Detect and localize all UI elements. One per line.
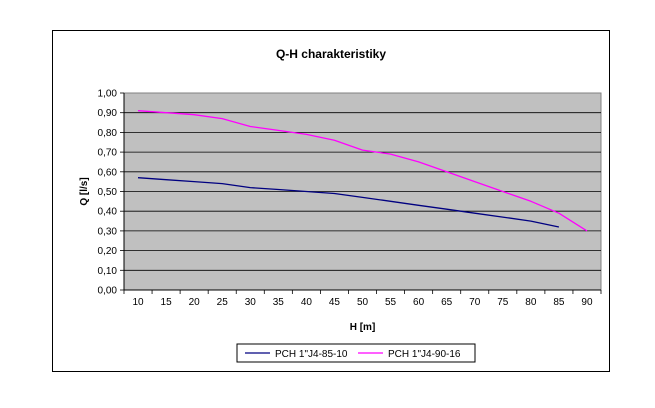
y-tick-label: 0,90 — [98, 108, 118, 119]
x-tick-label: 30 — [245, 297, 257, 308]
y-axis-ticks: 0,00 0,10 0,20 0,30 0,40 0,50 0,60 0,70 0,80 0,90… — [98, 89, 125, 297]
legend-box — [236, 343, 476, 363]
series-layer — [137, 110, 588, 232]
y-tick-label: 0,10 — [98, 266, 118, 277]
x-tick-label: 60 — [413, 297, 425, 308]
y-axis-label: Q [l/s] — [79, 177, 90, 205]
y-tick-label: 0,70 — [98, 148, 118, 159]
x-tick-label: 10 — [132, 297, 144, 308]
legend-entry-pch-85-10: PCH 1"J4-85-10 — [275, 349, 348, 360]
x-tick-label: 75 — [497, 297, 509, 308]
x-axis-label: H [m] — [350, 322, 376, 333]
y-tick-label: 0,50 — [98, 187, 118, 198]
x-tick-label: 80 — [525, 297, 537, 308]
x-tick-label: 65 — [441, 297, 453, 308]
legend: PCH 1"J4-85-10 PCH 1"J4-90-16 — [236, 343, 476, 363]
y-tick-label: 0,00 — [98, 286, 118, 297]
y-tick-label: 0,40 — [98, 207, 118, 218]
x-tick-label: 45 — [329, 297, 341, 308]
x-tick-label: 15 — [161, 297, 173, 308]
x-tick-label: 70 — [469, 297, 481, 308]
x-tick-label: 50 — [357, 297, 369, 308]
chart-svg: Q-H charakteristiky 0,00 0,10 0,20 0,30 0,40… — [79, 47, 602, 363]
y-tick-label: 0,20 — [98, 246, 118, 257]
x-axis-ticks: 10 15 20 25 30 35 40 45 50 55 60 65 70 75 80 85 90 — [123, 289, 602, 308]
y-tick-label: 1,00 — [98, 89, 118, 100]
legend-entry-pch-90-16: PCH 1"J4-90-16 — [388, 349, 461, 360]
y-tick-label: 0,30 — [98, 226, 118, 237]
x-tick-label: 20 — [189, 297, 201, 308]
chart-container: Q-H charakteristiky 0,00 0,10 0,20 0,30 0,40… — [52, 30, 610, 372]
chart-title: Q-H charakteristiky — [276, 47, 386, 61]
series-line-1 — [137, 110, 588, 232]
x-tick-label: 90 — [581, 297, 593, 308]
y-tick-label: 0,80 — [98, 128, 118, 139]
series-line-0 — [137, 177, 560, 228]
x-tick-label: 25 — [217, 297, 229, 308]
x-tick-label: 55 — [385, 297, 397, 308]
x-tick-label: 35 — [273, 297, 285, 308]
x-tick-label: 40 — [301, 297, 313, 308]
y-tick-label: 0,60 — [98, 167, 118, 178]
grid-lines — [124, 112, 601, 271]
x-tick-label: 85 — [553, 297, 565, 308]
